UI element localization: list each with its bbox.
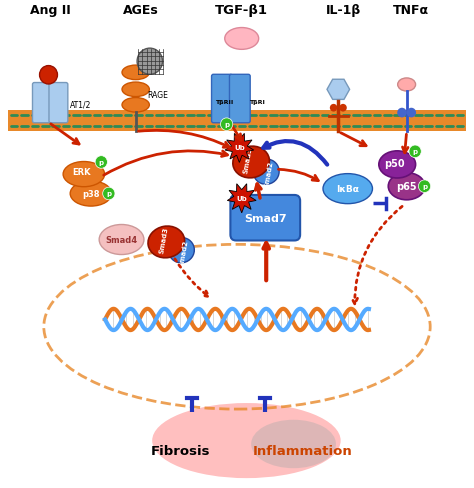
Circle shape (397, 108, 407, 118)
Text: p: p (422, 184, 427, 190)
Ellipse shape (379, 152, 416, 179)
Text: p: p (106, 191, 111, 197)
Ellipse shape (253, 160, 279, 185)
Ellipse shape (63, 162, 105, 187)
FancyBboxPatch shape (33, 83, 51, 123)
Ellipse shape (122, 99, 149, 113)
Text: Inflammation: Inflammation (253, 444, 353, 457)
Text: Smad2: Smad2 (264, 161, 274, 188)
Ellipse shape (388, 173, 425, 201)
Ellipse shape (70, 182, 112, 206)
Text: p: p (412, 149, 418, 155)
Circle shape (39, 66, 57, 85)
Circle shape (137, 49, 163, 75)
Text: TβRI: TβRI (249, 100, 265, 105)
Text: p: p (224, 122, 229, 128)
Ellipse shape (251, 420, 336, 468)
Text: AGEs: AGEs (122, 4, 158, 17)
Circle shape (330, 104, 337, 112)
Text: TNFα: TNFα (393, 4, 429, 17)
Text: RAGE: RAGE (147, 90, 168, 100)
Ellipse shape (122, 66, 149, 81)
Circle shape (95, 156, 108, 169)
Text: p: p (99, 160, 104, 165)
Ellipse shape (99, 225, 144, 255)
Text: p65: p65 (396, 182, 417, 192)
Text: TGF-β1: TGF-β1 (215, 4, 268, 17)
Ellipse shape (398, 79, 416, 92)
Text: Smad3: Smad3 (158, 226, 169, 254)
Text: Smad7: Smad7 (244, 213, 287, 223)
Text: AT1/2: AT1/2 (70, 100, 91, 109)
Ellipse shape (323, 174, 373, 204)
Ellipse shape (225, 28, 259, 50)
Text: Ub: Ub (237, 196, 247, 202)
Circle shape (409, 146, 421, 158)
FancyBboxPatch shape (49, 83, 68, 123)
Ellipse shape (233, 147, 269, 179)
Ellipse shape (148, 226, 184, 258)
Circle shape (220, 119, 233, 131)
FancyBboxPatch shape (229, 75, 250, 123)
Polygon shape (228, 184, 256, 213)
Circle shape (407, 108, 416, 118)
Text: Smad2: Smad2 (179, 239, 190, 266)
Bar (9, 111, 465, 132)
Text: IL-1β: IL-1β (325, 4, 361, 17)
Text: TβRII: TβRII (215, 100, 233, 105)
Polygon shape (327, 80, 350, 100)
Text: Fibrosis: Fibrosis (151, 444, 210, 457)
Ellipse shape (122, 83, 149, 98)
Text: Ang II: Ang II (30, 4, 71, 17)
Text: p38: p38 (82, 190, 100, 199)
Circle shape (419, 181, 431, 193)
Circle shape (339, 104, 347, 112)
Circle shape (103, 188, 115, 201)
Text: ERK: ERK (72, 168, 91, 177)
Ellipse shape (168, 238, 194, 263)
FancyBboxPatch shape (230, 196, 300, 241)
Text: p50: p50 (384, 159, 405, 169)
Polygon shape (225, 134, 254, 163)
Ellipse shape (152, 403, 341, 478)
Text: Ub: Ub (234, 145, 245, 151)
FancyBboxPatch shape (211, 75, 232, 123)
Text: Smad3: Smad3 (243, 146, 254, 174)
Text: IκBα: IκBα (336, 185, 359, 194)
Text: Smad4: Smad4 (106, 236, 137, 244)
